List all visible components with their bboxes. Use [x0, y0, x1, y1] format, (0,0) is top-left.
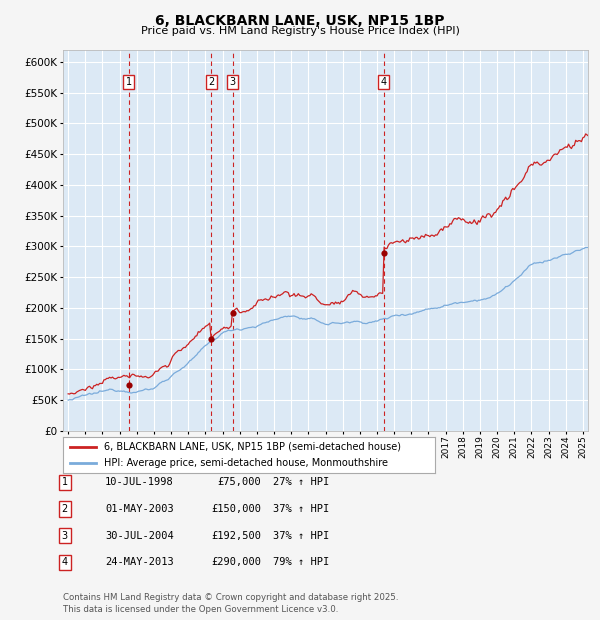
Text: 01-MAY-2003: 01-MAY-2003: [105, 504, 174, 514]
Text: £75,000: £75,000: [217, 477, 261, 487]
Text: 6, BLACKBARN LANE, USK, NP15 1BP (semi-detached house): 6, BLACKBARN LANE, USK, NP15 1BP (semi-d…: [104, 442, 401, 452]
Text: 37% ↑ HPI: 37% ↑ HPI: [273, 504, 329, 514]
Text: £192,500: £192,500: [211, 531, 261, 541]
Text: 3: 3: [62, 531, 68, 541]
Text: 4: 4: [380, 77, 387, 87]
Text: 1: 1: [125, 77, 132, 87]
Text: 2: 2: [62, 504, 68, 514]
Text: 10-JUL-1998: 10-JUL-1998: [105, 477, 174, 487]
Text: 6, BLACKBARN LANE, USK, NP15 1BP: 6, BLACKBARN LANE, USK, NP15 1BP: [155, 14, 445, 29]
Text: £150,000: £150,000: [211, 504, 261, 514]
Text: 3: 3: [229, 77, 236, 87]
Text: 2: 2: [208, 77, 214, 87]
Text: 24-MAY-2013: 24-MAY-2013: [105, 557, 174, 567]
Text: HPI: Average price, semi-detached house, Monmouthshire: HPI: Average price, semi-detached house,…: [104, 458, 388, 468]
Text: £290,000: £290,000: [211, 557, 261, 567]
Text: 37% ↑ HPI: 37% ↑ HPI: [273, 531, 329, 541]
Text: 30-JUL-2004: 30-JUL-2004: [105, 531, 174, 541]
Text: 4: 4: [62, 557, 68, 567]
Text: Price paid vs. HM Land Registry's House Price Index (HPI): Price paid vs. HM Land Registry's House …: [140, 26, 460, 36]
Text: 1: 1: [62, 477, 68, 487]
Text: 79% ↑ HPI: 79% ↑ HPI: [273, 557, 329, 567]
Text: 27% ↑ HPI: 27% ↑ HPI: [273, 477, 329, 487]
Text: Contains HM Land Registry data © Crown copyright and database right 2025.
This d: Contains HM Land Registry data © Crown c…: [63, 593, 398, 614]
